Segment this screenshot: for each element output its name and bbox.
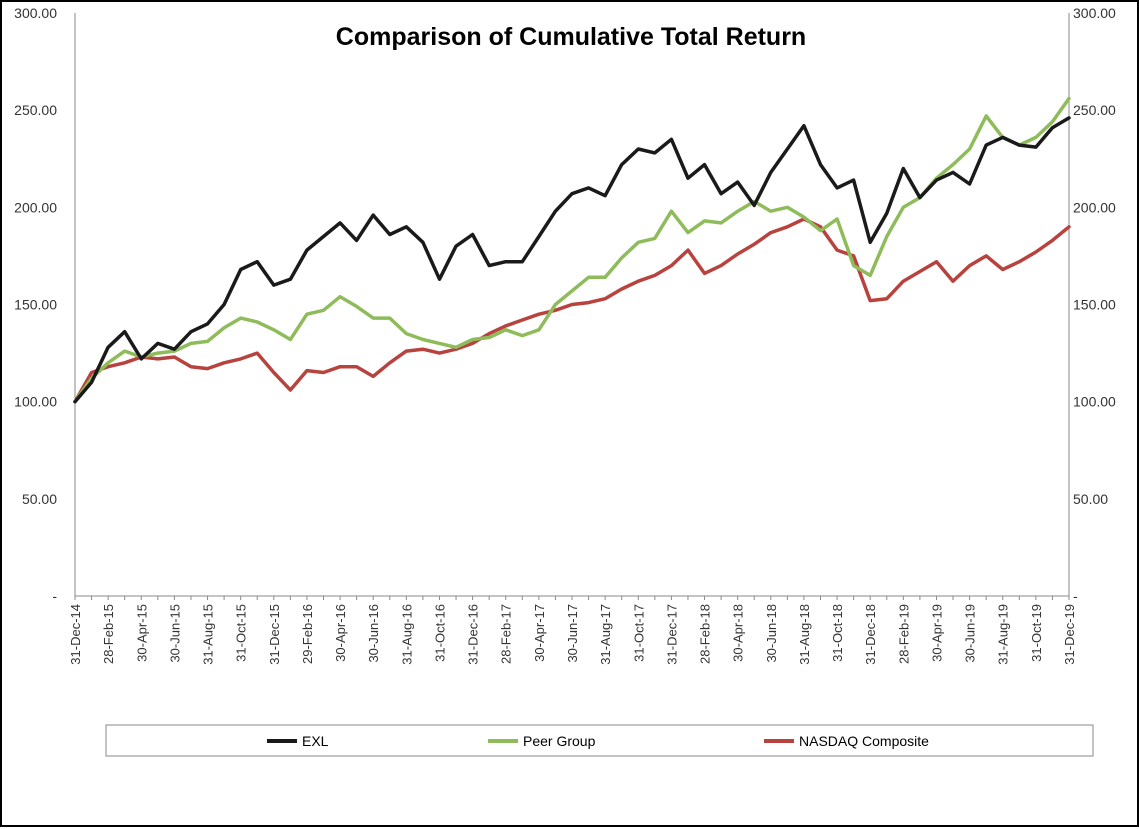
- x-tick-label: 31-Dec-18: [863, 604, 878, 665]
- x-tick-label: 31-Dec-16: [466, 604, 481, 665]
- legend: EXL Peer Group NASDAQ Composite: [105, 724, 1094, 757]
- legend-label: EXL: [302, 733, 329, 749]
- x-tick-label: 31-Oct-18: [830, 604, 845, 662]
- legend-box: [105, 724, 1094, 757]
- x-tick-label: 28-Feb-18: [698, 604, 713, 664]
- x-tick-label: 30-Jun-17: [565, 604, 580, 663]
- series-line-peer-group: [73, 96, 1071, 404]
- y-tick-label-right: 300.00: [1073, 5, 1116, 21]
- legend-label: Peer Group: [523, 733, 596, 749]
- y-tick-label-right: 200.00: [1073, 199, 1116, 215]
- x-tick-label: 31-Aug-16: [399, 604, 414, 665]
- y-tick-label-left: 250.00: [14, 102, 57, 118]
- x-tick-label: 30-Jun-19: [963, 604, 978, 663]
- y-tick-label-left: 300.00: [14, 5, 57, 21]
- chart-title: Comparison of Cumulative Total Return: [336, 23, 806, 51]
- x-tick-label: 31-Dec-17: [664, 604, 679, 665]
- x-tick-label: 30-Apr-15: [134, 604, 149, 662]
- x-tick-label: 30-Apr-16: [333, 604, 348, 662]
- y-tick-label-left: 200.00: [14, 199, 57, 215]
- x-tick-label: 31-Dec-14: [68, 604, 83, 665]
- x-tick-label: 30-Jun-15: [167, 604, 182, 663]
- y-tick-label-left: 150.00: [14, 297, 57, 313]
- y-tick-label-left: -: [52, 588, 57, 604]
- x-tick-label: 31-Oct-17: [631, 604, 646, 662]
- x-tick-label: 31-Aug-19: [996, 604, 1011, 665]
- series-line-nasdaq-composite: [73, 217, 1071, 404]
- x-tick-label: 31-Dec-19: [1062, 604, 1077, 665]
- y-tick-label-left: 50.00: [22, 491, 57, 507]
- x-tick-label: 31-Aug-17: [598, 604, 613, 665]
- x-tick-label: 30-Jun-16: [366, 604, 381, 663]
- x-tick-label: 31-Dec-15: [267, 604, 282, 665]
- y-tick-label-right: 250.00: [1073, 102, 1116, 118]
- y-tick-label-right: 100.00: [1073, 394, 1116, 410]
- legend-label: NASDAQ Composite: [799, 733, 929, 749]
- axes: - - 50.00 50.00 100.00 100.00 150.00 150.00 200.…: [14, 5, 1116, 665]
- series-line-exl: [73, 116, 1071, 404]
- x-tick-label: 29-Feb-16: [300, 604, 315, 664]
- y-tick-label-right: 150.00: [1073, 297, 1116, 313]
- series-lines: [73, 96, 1071, 404]
- x-tick-label: 30-Jun-18: [764, 604, 779, 663]
- x-tick-label: 30-Apr-18: [731, 604, 746, 662]
- y-tick-label-right: -: [1073, 588, 1078, 604]
- x-tick-label: 30-Apr-19: [929, 604, 944, 662]
- x-tick-label: 31-Oct-15: [234, 604, 249, 662]
- y-tick-label-left: 100.00: [14, 394, 57, 410]
- x-tick-label: 28-Feb-19: [896, 604, 911, 664]
- x-tick-label: 30-Apr-17: [532, 604, 547, 662]
- x-tick-label: 31-Aug-18: [797, 604, 812, 665]
- x-tick-label: 31-Oct-19: [1029, 604, 1044, 662]
- x-tick-label: 31-Oct-16: [432, 604, 447, 662]
- x-tick-label: 31-Aug-15: [201, 604, 216, 665]
- y-tick-label-right: 50.00: [1073, 491, 1108, 507]
- x-tick-label: 28-Feb-15: [101, 604, 116, 664]
- x-tick-label: 28-Feb-17: [499, 604, 514, 664]
